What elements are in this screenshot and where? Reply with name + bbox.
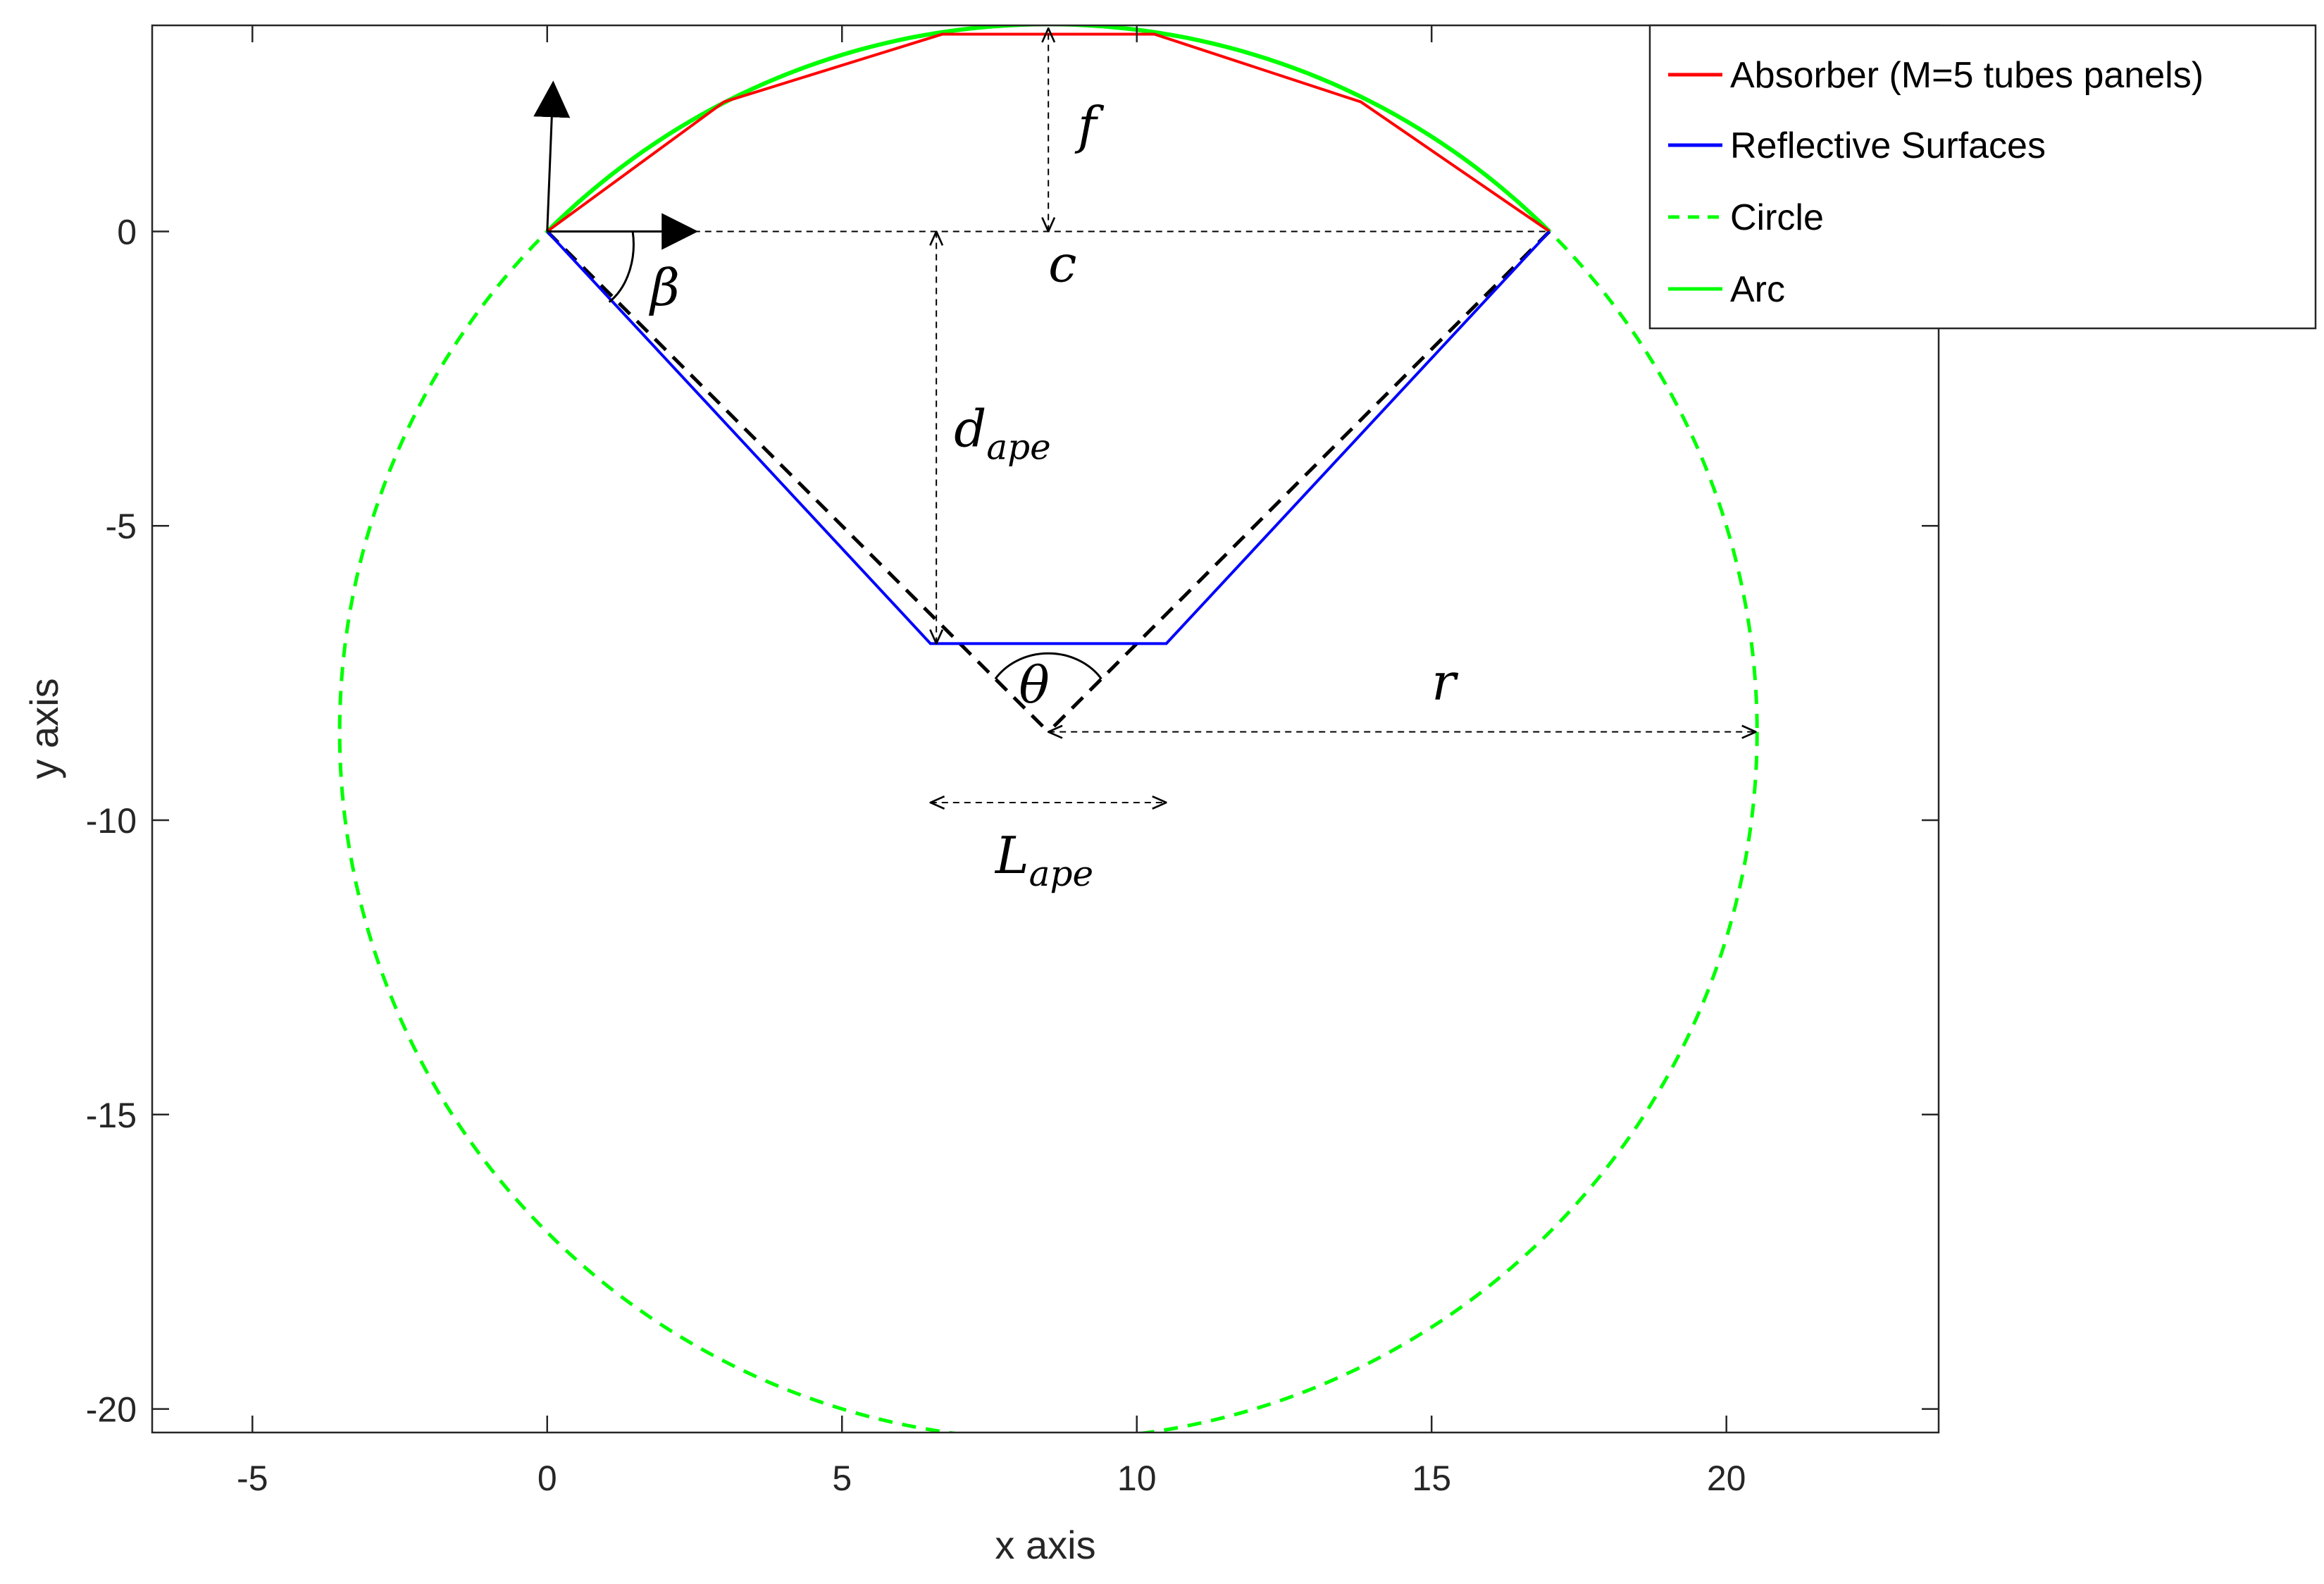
x-axis-label: x axis [995, 1523, 1095, 1567]
theta-angle-arc [994, 652, 1102, 680]
y-axis-label: y axis [22, 678, 66, 779]
legend-label-circle: Circle [1730, 197, 1824, 238]
x-tick-label: 20 [1707, 1459, 1746, 1498]
legend-label-reflective: Reflective Surfaces [1730, 125, 2046, 166]
y-tick-label: 0 [117, 212, 137, 252]
x-tick-label: 15 [1412, 1459, 1451, 1498]
x-tick-label: -5 [237, 1459, 268, 1498]
center-line-left [545, 230, 1050, 734]
y-tick-label: -15 [86, 1096, 137, 1135]
legend-box [1648, 24, 2317, 330]
plot-frame [151, 24, 1940, 1434]
label-d-ape: dape [954, 399, 1051, 467]
legend: Absorber (M=5 tubes panels) Reflective S… [1648, 24, 2317, 330]
y-direction-arrow [533, 80, 571, 232]
y-tick-label: -10 [86, 801, 137, 841]
label-l-ape: Lape [994, 826, 1093, 894]
y-tick-label: -20 [86, 1390, 137, 1430]
label-beta: β [648, 258, 680, 317]
x-tick-label: 10 [1117, 1459, 1157, 1498]
label-c: c [1048, 234, 1076, 293]
beta-angle-arc [608, 231, 635, 303]
series-reflective-surfaces [546, 230, 1551, 645]
axis-ticks: -5 0 5 10 15 20 0 -5 -10 -15 -20 [86, 25, 1939, 1498]
label-r: r [1431, 652, 1458, 712]
y-tick-label: -5 [106, 507, 137, 546]
legend-label-arc: Arc [1730, 269, 1785, 310]
legend-label-absorber: Absorber (M=5 tubes panels) [1730, 55, 2204, 96]
center-line-right [1047, 230, 1551, 734]
series-arc [545, 25, 1551, 233]
x-tick-label: 0 [537, 1459, 557, 1498]
x-tick-label: 5 [832, 1459, 852, 1498]
label-theta: θ [1019, 655, 1049, 714]
series-circle [337, 25, 1759, 1433]
